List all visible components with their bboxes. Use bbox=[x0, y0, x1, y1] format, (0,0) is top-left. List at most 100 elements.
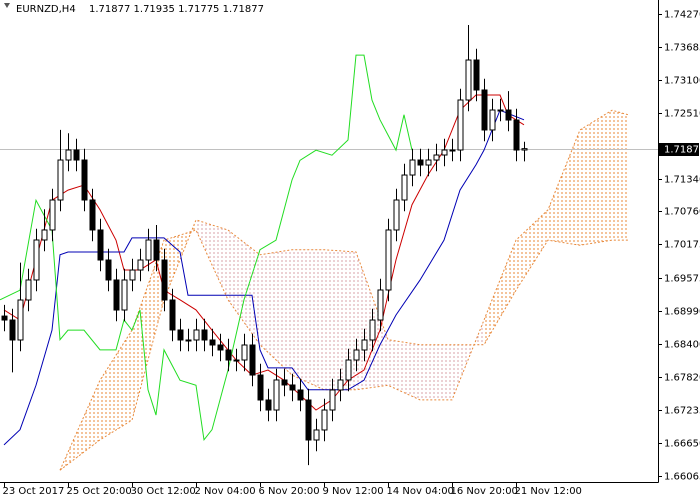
candle-body bbox=[361, 339, 368, 351]
indicator-line bbox=[0, 54, 413, 442]
candle-body bbox=[97, 229, 104, 261]
candle-body bbox=[137, 259, 144, 271]
y-tick-label: 1.71340 bbox=[664, 175, 700, 186]
candle-body bbox=[217, 344, 224, 351]
candle-body bbox=[449, 149, 456, 152]
candle-body bbox=[353, 349, 360, 361]
candle-body bbox=[345, 359, 352, 381]
candle-body bbox=[73, 149, 80, 161]
candle-body bbox=[65, 149, 72, 161]
y-tick-label: 1.68990 bbox=[664, 307, 700, 318]
candle-body bbox=[393, 199, 400, 231]
candle-body bbox=[257, 374, 264, 401]
y-tick-label: 1.67235 bbox=[664, 406, 700, 417]
candle-body bbox=[1, 315, 8, 321]
current-price-box bbox=[659, 143, 699, 156]
candle-body bbox=[489, 109, 496, 131]
candle-body bbox=[425, 159, 432, 166]
candle-body bbox=[369, 319, 376, 341]
candle-body bbox=[81, 159, 88, 201]
candle-body bbox=[185, 339, 192, 342]
candle-body bbox=[457, 99, 464, 151]
candle-body bbox=[89, 199, 96, 231]
candle-body bbox=[265, 399, 272, 411]
candle-body bbox=[201, 329, 208, 341]
candle-body bbox=[241, 344, 248, 361]
y-tick-label: 1.66065 bbox=[664, 472, 700, 483]
candle-body bbox=[281, 379, 288, 386]
candle-body bbox=[129, 269, 136, 281]
x-tick-label: 25 Oct 20:00 bbox=[67, 486, 132, 497]
candle-body bbox=[49, 199, 56, 231]
cloud-segment bbox=[196, 219, 228, 300]
candle-body bbox=[481, 89, 488, 131]
y-tick-label: 1.70760 bbox=[664, 207, 700, 218]
candle-body bbox=[17, 299, 24, 341]
x-tick-label: 30 Oct 12:00 bbox=[131, 486, 196, 497]
candle-body bbox=[337, 379, 344, 391]
candle-body bbox=[377, 289, 384, 321]
current-price-label: 1.71877 bbox=[664, 145, 700, 156]
candle-body bbox=[25, 279, 32, 301]
y-tick-label: 1.69575 bbox=[664, 274, 700, 285]
cloud-segment bbox=[228, 230, 260, 345]
candle-body bbox=[409, 159, 416, 176]
candle-body bbox=[145, 239, 152, 261]
candle-body bbox=[177, 329, 184, 341]
ohlc-readout: 1.71877 1.71935 1.71775 1.71877 bbox=[89, 4, 264, 15]
y-tick-label: 1.67820 bbox=[664, 373, 700, 384]
candle-body bbox=[521, 148, 528, 151]
cloud-segment bbox=[100, 330, 132, 440]
candle-body bbox=[225, 349, 232, 361]
cloud-segment bbox=[292, 249, 324, 390]
candle-body bbox=[513, 119, 520, 151]
candle-body bbox=[441, 149, 448, 156]
cloud-layer bbox=[59, 109, 629, 471]
y-tick-label: 1.72510 bbox=[664, 109, 700, 120]
candle-body bbox=[193, 329, 200, 341]
candle-body bbox=[505, 109, 512, 121]
cloud-segment bbox=[580, 110, 612, 246]
y-tick-label: 1.74270 bbox=[664, 10, 700, 21]
y-tick-label: 1.66650 bbox=[664, 439, 700, 450]
cloud-segment bbox=[260, 249, 292, 376]
candle-body bbox=[9, 319, 16, 341]
candle-layer bbox=[1, 24, 528, 466]
candle-body bbox=[169, 299, 176, 331]
candle-body bbox=[417, 159, 424, 166]
cloud-segment bbox=[388, 339, 420, 400]
candle-body bbox=[233, 359, 240, 362]
x-tick-label: 9 Nov 12:00 bbox=[323, 486, 384, 497]
candle-body bbox=[209, 339, 216, 346]
candle-body bbox=[433, 154, 440, 161]
x-tick-label: 23 Oct 2017 bbox=[3, 486, 65, 497]
candle-body bbox=[473, 59, 480, 91]
cloud-segment bbox=[548, 129, 580, 246]
candle-body bbox=[113, 279, 120, 311]
candle-body bbox=[385, 229, 392, 291]
x-tick-label: 16 Nov 20:00 bbox=[451, 486, 518, 497]
candle-body bbox=[273, 379, 280, 411]
candle-body bbox=[313, 429, 320, 441]
candle-body bbox=[41, 229, 48, 241]
cloud-segment bbox=[484, 240, 516, 345]
y-tick-label: 1.70175 bbox=[664, 240, 700, 251]
candle-body bbox=[329, 389, 336, 411]
cloud-edge bbox=[59, 109, 629, 471]
candle-body bbox=[249, 344, 256, 376]
y-tick-label: 1.73685 bbox=[664, 43, 700, 54]
candle-body bbox=[297, 389, 304, 401]
y-tick-label: 1.68400 bbox=[664, 340, 700, 351]
candle-body bbox=[153, 239, 160, 261]
cloud-segment bbox=[516, 209, 548, 291]
x-tick-label: 6 Nov 20:00 bbox=[259, 486, 320, 497]
candle-body bbox=[33, 239, 40, 281]
indicator-line bbox=[3, 109, 525, 446]
x-tick-label: 2 Nov 04:00 bbox=[195, 486, 256, 497]
cloud-segment bbox=[132, 240, 164, 421]
x-tick-label: 21 Nov 12:00 bbox=[515, 486, 582, 497]
x-tick-label: 14 Nov 04:00 bbox=[387, 486, 454, 497]
